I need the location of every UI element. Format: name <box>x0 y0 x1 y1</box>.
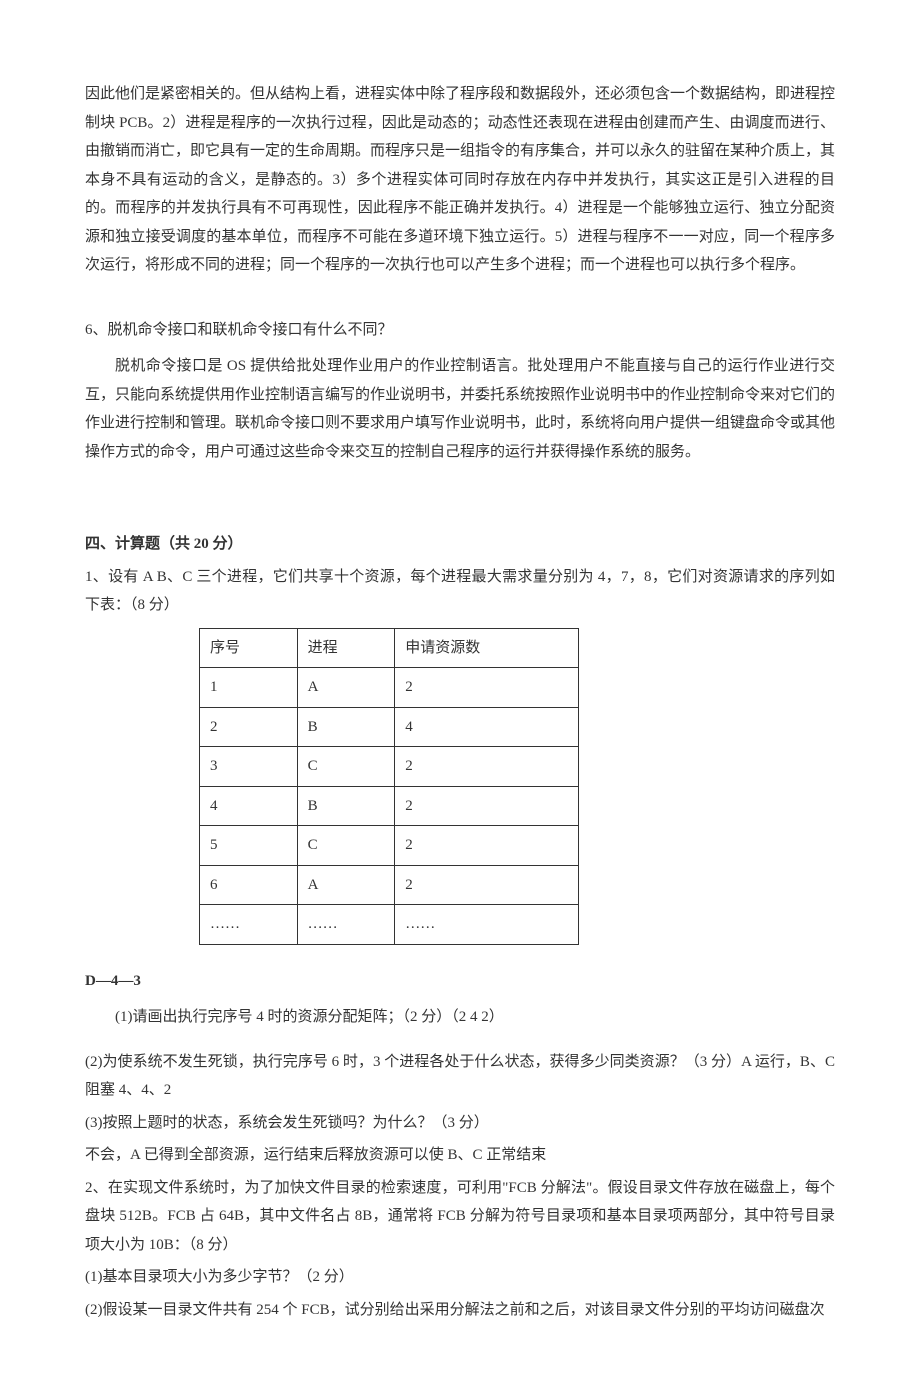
table-header-row: 序号 进程 申请资源数 <box>200 628 579 668</box>
spacer <box>85 288 835 316</box>
table-cell: A <box>297 668 395 708</box>
table-header-cell: 申请资源数 <box>395 628 579 668</box>
table-cell: B <box>297 707 395 747</box>
table-cell: 3 <box>200 747 298 787</box>
table-cell: 5 <box>200 826 298 866</box>
table-row: 2 B 4 <box>200 707 579 747</box>
table-cell: 2 <box>395 865 579 905</box>
table-header-cell: 序号 <box>200 628 298 668</box>
table-row: 3 C 2 <box>200 747 579 787</box>
table-cell: B <box>297 786 395 826</box>
table-cell: A <box>297 865 395 905</box>
table-row: 5 C 2 <box>200 826 579 866</box>
section-4-title: 四、计算题（共 20 分） <box>85 530 835 559</box>
paragraph-process-vs-program: 因此他们是紧密相关的。但从结构上看，进程实体中除了程序段和数据段外，还必须包含一… <box>85 80 835 280</box>
calc2-intro: 2、在实现文件系统时，为了加快文件目录的检索速度，可利用"FCB 分解法"。假设… <box>85 1174 835 1260</box>
table-cell: 2 <box>395 826 579 866</box>
table-header-cell: 进程 <box>297 628 395 668</box>
table-cell: 6 <box>200 865 298 905</box>
table-cell: …… <box>297 905 395 945</box>
calc2-q1: (1)基本目录项大小为多少字节？（2 分） <box>85 1263 835 1292</box>
calc1-q2: (2)为使系统不发生死锁，执行完序号 6 时，3 个进程各处于什么状态，获得多少… <box>85 1048 835 1105</box>
spacer <box>85 474 835 502</box>
table-row: 4 B 2 <box>200 786 579 826</box>
table-cell: C <box>297 826 395 866</box>
spacer <box>85 1036 835 1048</box>
table-cell: 1 <box>200 668 298 708</box>
table-cell: 2 <box>200 707 298 747</box>
spacer <box>85 953 835 967</box>
resource-request-table: 序号 进程 申请资源数 1 A 2 2 B 4 3 C 2 4 B 2 5 C … <box>199 628 579 945</box>
calc1-intro: 1、设有 A B、C 三个进程，它们共享十个资源，每个进程最大需求量分别为 4，… <box>85 563 835 620</box>
table-cell: 2 <box>395 668 579 708</box>
table-cell: …… <box>200 905 298 945</box>
table-row: 6 A 2 <box>200 865 579 905</box>
table-cell: 2 <box>395 786 579 826</box>
table-cell: 4 <box>395 707 579 747</box>
table-cell: …… <box>395 905 579 945</box>
table-row: …… …… …… <box>200 905 579 945</box>
table-row: 1 A 2 <box>200 668 579 708</box>
table-cell: C <box>297 747 395 787</box>
spacer <box>85 502 835 530</box>
d-4-3-label: D—4—3 <box>85 967 835 996</box>
calc1-q3-answer: 不会，A 已得到全部资源，运行结束后释放资源可以使 B、C 正常结束 <box>85 1141 835 1170</box>
table-cell: 4 <box>200 786 298 826</box>
q6-title: 6、脱机命令接口和联机命令接口有什么不同？ <box>85 316 835 345</box>
table-cell: 2 <box>395 747 579 787</box>
q6-body: 脱机命令接口是 OS 提供给批处理作业用户的作业控制语言。批处理用户不能直接与自… <box>85 352 835 466</box>
calc1-q1: (1)请画出执行完序号 4 时的资源分配矩阵；（2 分）（2 4 2） <box>115 1003 835 1032</box>
calc1-q3: (3)按照上题时的状态，系统会发生死锁吗？为什么？（3 分） <box>85 1109 835 1138</box>
